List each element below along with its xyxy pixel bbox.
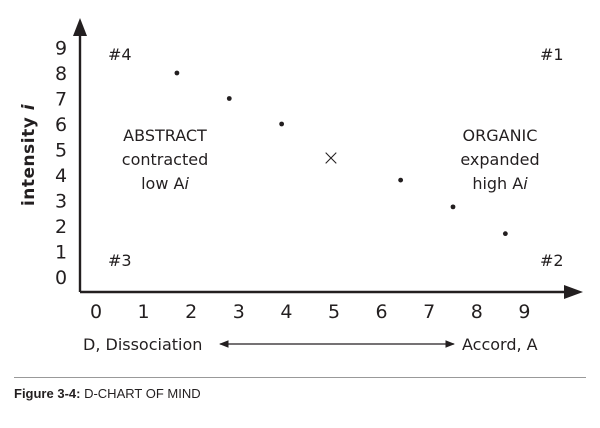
- caption-rule: [14, 377, 586, 378]
- low-ai-italic: i: [184, 174, 189, 193]
- x-tick-label: 2: [185, 301, 197, 323]
- y-tick-label: 5: [55, 140, 67, 162]
- y-tick-label: 6: [55, 114, 67, 136]
- quadrant-label-3: #3: [108, 251, 132, 270]
- y-tick-label: 4: [55, 165, 67, 187]
- y-tick-labels: 0 1 2 3 4 5 6 7 8 9: [55, 38, 67, 290]
- y-tick-label: 1: [55, 242, 67, 264]
- x-tick-label: 6: [376, 301, 388, 323]
- x-tick-labels: 0 1 2 3 4 5 6 7 8 9: [90, 301, 530, 323]
- y-axis-title: intensity i: [19, 103, 39, 206]
- data-point: [502, 231, 508, 237]
- expanded-label: expanded: [460, 150, 539, 169]
- y-tick-label: 7: [55, 89, 67, 111]
- quadrant-label-4: #4: [108, 45, 132, 64]
- low-ai-label: low Ai: [141, 174, 189, 193]
- y-tick-label: 8: [55, 63, 67, 85]
- y-axis-title-main: intensity: [19, 110, 39, 206]
- contracted-label: contracted: [122, 150, 208, 169]
- caption-text: D-CHART OF MIND: [80, 386, 201, 401]
- y-tick-label: 2: [55, 216, 67, 238]
- y-axis-title-italic: i: [19, 103, 39, 110]
- x-tick-label: 9: [518, 301, 530, 323]
- y-axis-arrow: [73, 18, 87, 36]
- center-x-marker: ×: [322, 146, 340, 171]
- x-tick-label: 4: [280, 301, 292, 323]
- x-tick-label: 3: [233, 301, 245, 323]
- figure-caption: Figure 3-4: D-CHART OF MIND: [14, 386, 201, 401]
- low-ai-main: low A: [141, 174, 184, 193]
- high-ai-main: high A: [472, 174, 523, 193]
- organic-label: ORGANIC: [463, 126, 538, 145]
- dissociation-label: D, Dissociation: [83, 335, 202, 354]
- data-point: [174, 70, 180, 76]
- y-tick-label: 3: [55, 191, 67, 213]
- quadrant-label-2: #2: [540, 251, 564, 270]
- x-tick-label: 5: [328, 301, 340, 323]
- quadrant-label-1: #1: [540, 45, 564, 64]
- y-tick-label: 0: [55, 267, 67, 289]
- x-tick-label: 1: [138, 301, 150, 323]
- caption-label: Figure 3-4:: [14, 386, 81, 401]
- accord-label: Accord, A: [462, 335, 538, 354]
- high-ai-label: high Ai: [472, 174, 528, 193]
- d-chart: intensity i 0 1 2 3 4 5 6 7 8 9 0 1 2 3 4 5 6 7 8 9 × #4 #…: [19, 18, 583, 354]
- x-tick-label: 0: [90, 301, 102, 323]
- high-ai-italic: i: [523, 174, 528, 193]
- data-point: [398, 177, 404, 183]
- x-tick-label: 7: [423, 301, 435, 323]
- x-axis-arrow: [564, 285, 583, 299]
- y-tick-label: 9: [55, 38, 67, 60]
- x-tick-label: 8: [471, 301, 483, 323]
- data-point: [279, 121, 285, 127]
- data-points: [174, 70, 508, 237]
- data-point: [226, 96, 232, 101]
- data-point: [450, 204, 456, 210]
- abstract-label: ABSTRACT: [123, 126, 207, 145]
